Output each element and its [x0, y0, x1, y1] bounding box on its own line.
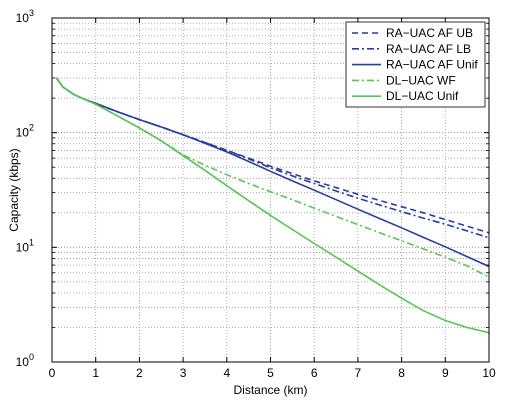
legend-label-1: RA−UAC AF LB: [386, 42, 471, 56]
x-tick-label: 5: [267, 366, 274, 380]
x-tick-label: 7: [355, 366, 362, 380]
grid-lines: [52, 18, 489, 362]
legend-label-3: DL−UAC WF: [386, 73, 456, 87]
x-tick-label: 6: [311, 366, 318, 380]
legend-label-4: DL−UAC Unif: [386, 89, 459, 103]
series-line-3: [55, 77, 490, 278]
x-tick-label: 1: [92, 366, 99, 380]
legend-label-2: RA−UAC AF Unif: [386, 58, 478, 72]
series-line-1: [55, 77, 490, 239]
y-axis-label: Capacity (kbps): [7, 148, 21, 231]
x-axis-label: Distance (km): [233, 383, 307, 397]
x-tick-label: 3: [180, 366, 187, 380]
series-lines: [55, 77, 490, 334]
x-tick-label: 10: [482, 366, 496, 380]
y-tick-exponent: 2: [29, 123, 34, 133]
x-tick-label: 2: [136, 366, 143, 380]
y-tick-exponent: 1: [29, 237, 34, 247]
x-tick-label: 8: [398, 366, 405, 380]
x-tick-label: 4: [223, 366, 230, 380]
y-tick-exponent: 0: [29, 352, 34, 362]
legend-label-0: RA−UAC AF UB: [386, 26, 473, 40]
series-line-4: [55, 77, 490, 334]
x-tick-label: 9: [442, 366, 449, 380]
y-tick-exponent: 3: [29, 8, 34, 18]
x-tick-label: 0: [49, 366, 56, 380]
